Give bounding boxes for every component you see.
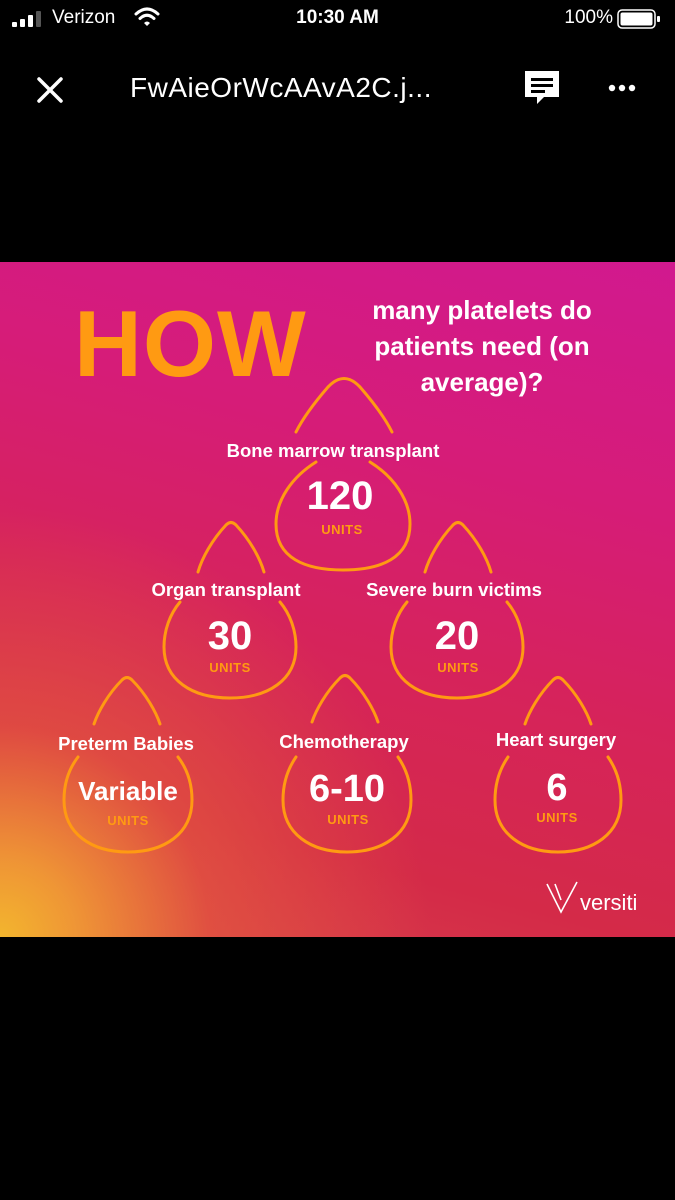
item-label-preterm-babies: Preterm Babies <box>58 733 194 754</box>
brand-name: versiti <box>580 890 638 915</box>
file-title: FwAieOrWcAAvA2C.j... <box>130 72 432 103</box>
droplet-icon <box>274 460 412 572</box>
droplet-icon <box>162 600 298 700</box>
droplet-icon <box>493 755 623 854</box>
droplet-icon <box>523 678 593 726</box>
item-units-chemotherapy: UNITS <box>327 812 369 827</box>
wifi-icon <box>134 7 160 26</box>
droplet-icon <box>294 385 394 434</box>
droplet-icon <box>196 523 266 574</box>
droplet-icon <box>310 676 380 724</box>
signal-icon <box>12 11 41 27</box>
close-icon[interactable] <box>30 70 70 110</box>
droplet-icon <box>281 755 413 854</box>
item-value-severe-burn: 20 <box>434 614 480 658</box>
versiti-logo-icon <box>546 881 578 914</box>
carrier-name: Verizon <box>52 7 116 28</box>
item-label-chemotherapy: Chemotherapy <box>279 731 409 752</box>
droplet-icon <box>92 678 162 726</box>
battery-icon <box>617 9 660 29</box>
viewer-toolbar: FwAieOrWcAAvA2C.j... <box>0 50 675 126</box>
battery-percent: 100% <box>564 7 613 28</box>
more-icon[interactable] <box>600 72 644 104</box>
infographic-image: HOW many platelets do patients need (on … <box>0 262 675 937</box>
item-label-heart-surgery: Heart surgery <box>495 729 617 750</box>
status-bar: Verizon 10:30 AM 100% <box>0 0 675 40</box>
item-value-organ-transplant: 30 <box>207 614 253 658</box>
item-units-preterm-babies: UNITS <box>107 813 149 828</box>
item-value-bone-marrow: 120 <box>306 474 374 518</box>
item-units-heart-surgery: UNITS <box>536 810 578 825</box>
item-label-organ-transplant: Organ transplant <box>151 579 301 600</box>
droplet-outlines <box>62 377 623 854</box>
headline-question: many platelets do patients need (on aver… <box>372 295 592 397</box>
item-value-chemotherapy: 6-10 <box>308 768 386 810</box>
droplet-icon <box>423 523 493 574</box>
item-value-preterm-babies: Variable <box>78 776 178 806</box>
headline-how: HOW <box>74 291 307 396</box>
comment-icon[interactable] <box>520 66 564 110</box>
item-units-organ-transplant: UNITS <box>209 660 251 675</box>
droplet-icon <box>62 755 194 854</box>
item-value-heart-surgery: 6 <box>546 767 568 809</box>
item-label-severe-burn: Severe burn victims <box>366 579 542 600</box>
item-units-severe-burn: UNITS <box>437 660 479 675</box>
droplet-icon <box>389 600 525 700</box>
item-units-bone-marrow: UNITS <box>321 522 363 537</box>
status-time: 10:30 AM <box>296 7 379 28</box>
item-label-bone-marrow: Bone marrow transplant <box>226 440 440 461</box>
